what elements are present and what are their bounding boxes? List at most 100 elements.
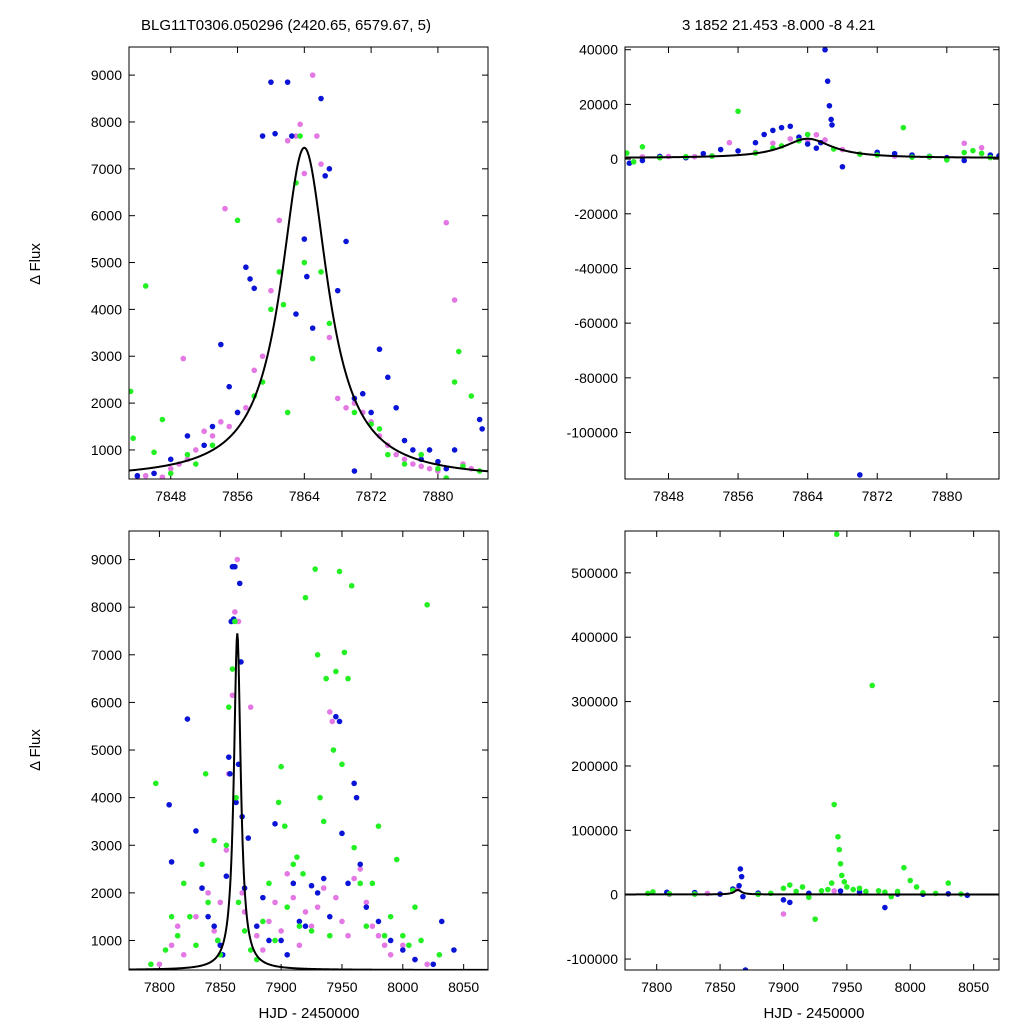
data-point-green — [650, 889, 656, 895]
data-point-green — [130, 435, 136, 442]
data-point-green — [369, 880, 376, 887]
data-point-green — [455, 348, 462, 355]
data-point-magenta — [410, 461, 416, 467]
data-point-blue — [243, 264, 249, 271]
y-tick-label: 0 — [610, 151, 618, 167]
y-tick-label: 8000 — [91, 114, 122, 130]
data-point-magenta — [159, 474, 166, 479]
x-tick-label: 7900 — [768, 979, 799, 995]
data-point-blue — [247, 276, 253, 282]
x-tick-label: 7856 — [222, 488, 253, 504]
data-point-green — [290, 861, 297, 868]
data-point-magenta — [156, 961, 163, 968]
data-point-blue — [301, 236, 308, 242]
data-point-green — [406, 942, 412, 949]
y-tick-label: 9000 — [91, 67, 122, 83]
data-point-magenta — [247, 704, 254, 710]
ylabel-bottom-left: Δ Flux — [27, 729, 44, 771]
data-point-blue — [284, 951, 291, 958]
data-point-magenta — [276, 217, 283, 224]
data-point-blue — [736, 882, 742, 889]
y-tick-label: 40000 — [579, 42, 618, 58]
y-tick-label: 5000 — [91, 255, 122, 271]
data-point-blue — [245, 835, 252, 841]
data-point-magenta — [174, 923, 181, 929]
data-point-blue — [326, 913, 333, 920]
data-point-blue — [205, 913, 211, 920]
data-point-green — [312, 566, 318, 572]
scatter-points — [129, 72, 488, 479]
data-point-blue — [199, 885, 205, 891]
data-point-green — [945, 880, 952, 886]
data-point-magenta — [296, 942, 303, 949]
data-point-magenta — [320, 885, 327, 891]
ylabel-top-left: Δ Flux — [27, 243, 44, 285]
y-tick-label: -40000 — [574, 260, 618, 276]
data-point-blue — [226, 383, 232, 390]
data-point-green — [838, 872, 845, 879]
data-point-green — [780, 885, 787, 892]
data-point-green — [235, 899, 242, 906]
data-point-blue — [167, 456, 174, 463]
data-point-magenta — [297, 121, 303, 128]
y-tick-label: 200000 — [571, 758, 618, 774]
data-point-magenta — [234, 556, 241, 563]
data-point-blue — [339, 830, 345, 837]
data-point-blue — [251, 285, 258, 292]
data-point-magenta — [239, 890, 245, 896]
panel-top-right: 7848 7856 7864 7872 7880 -100000 -80000 -60000 -… — [567, 42, 1000, 504]
data-point-magenta — [961, 140, 968, 147]
data-point-green — [831, 801, 837, 808]
data-point-magenta — [260, 947, 266, 953]
data-point-blue — [639, 157, 646, 164]
data-point-blue — [236, 580, 243, 587]
y-tick-label: 0 — [610, 887, 618, 903]
data-point-blue — [259, 133, 266, 139]
data-point-magenta — [266, 918, 272, 925]
data-point-magenta — [314, 133, 320, 139]
data-point-magenta — [272, 899, 278, 906]
data-point-blue — [752, 139, 759, 146]
y-tick-label: -60000 — [574, 315, 618, 331]
data-point-magenta — [201, 428, 207, 435]
data-point-magenta — [375, 932, 382, 939]
y-tick-label: 7000 — [91, 161, 122, 177]
data-point-blue — [368, 409, 374, 416]
data-point-green — [351, 844, 357, 851]
data-point-green — [192, 461, 199, 467]
data-point-green — [232, 618, 238, 625]
data-point-magenta — [302, 909, 309, 915]
data-point-green — [381, 932, 388, 939]
y-tick-label: 300000 — [571, 694, 618, 710]
data-point-magenta — [259, 353, 266, 360]
y-tick-label: 5000 — [91, 742, 122, 758]
data-point-green — [418, 937, 424, 944]
data-point-green — [301, 259, 308, 266]
data-point-magenta — [339, 918, 345, 925]
data-point-blue — [376, 346, 383, 353]
data-point-green — [284, 409, 291, 416]
data-point-blue — [479, 426, 485, 432]
data-point-green — [223, 842, 230, 849]
data-point-green — [276, 269, 283, 275]
x-tick-label: 7872 — [862, 488, 893, 504]
x-tick-label: 7880 — [931, 488, 962, 504]
data-point-magenta — [229, 692, 236, 699]
data-point-magenta — [831, 888, 837, 894]
data-point-magenta — [222, 205, 228, 212]
data-point-green — [309, 355, 316, 362]
data-point-blue — [309, 325, 316, 331]
data-point-green — [436, 951, 443, 958]
data-point-blue — [737, 866, 744, 872]
y-tick-label: -100000 — [567, 951, 619, 967]
y-tick-label: 2000 — [91, 885, 122, 901]
data-point-blue — [626, 160, 633, 167]
data-point-green — [418, 451, 425, 458]
data-point-blue — [804, 141, 811, 147]
data-point-blue — [961, 157, 968, 164]
data-point-green — [435, 465, 441, 472]
data-point-blue — [740, 893, 746, 900]
data-point-magenta — [780, 911, 787, 917]
data-point-blue — [882, 904, 888, 911]
data-point-blue — [780, 897, 787, 903]
